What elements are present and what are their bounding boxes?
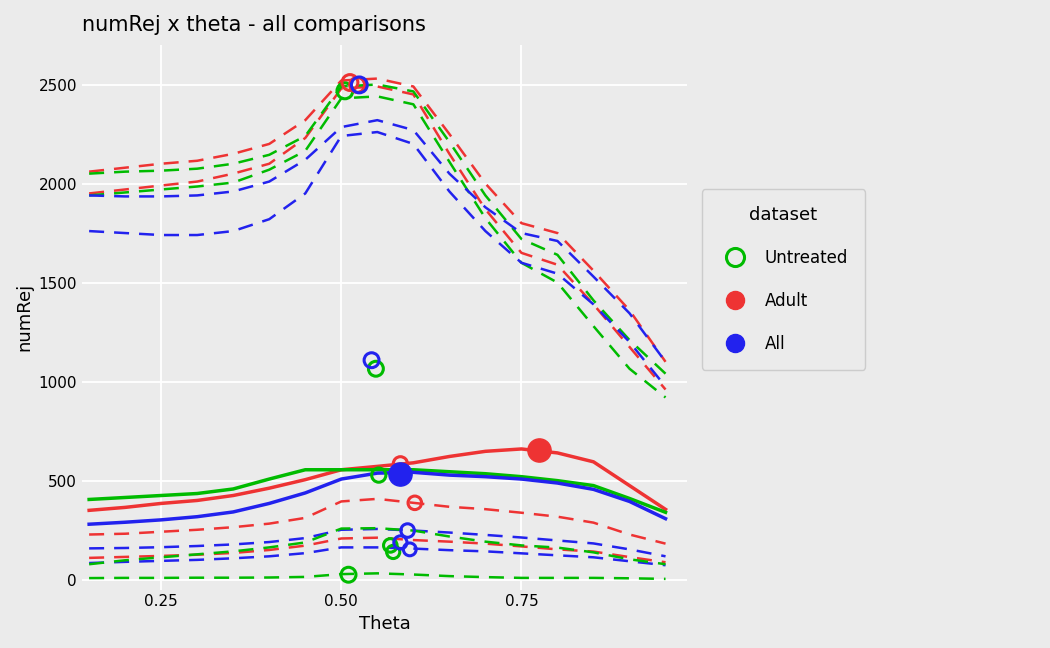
Legend: Untreated, Adult, All: Untreated, Adult, All — [701, 189, 865, 370]
Point — [392, 537, 408, 548]
X-axis label: Theta: Theta — [359, 615, 411, 633]
Point — [382, 540, 399, 551]
Point — [401, 544, 418, 555]
Point — [351, 80, 368, 90]
Point — [399, 526, 416, 536]
Point — [392, 468, 408, 478]
Point — [363, 355, 380, 365]
Point — [340, 570, 357, 580]
Point — [384, 547, 401, 557]
Point — [392, 459, 408, 469]
Point — [368, 364, 384, 374]
Y-axis label: numRej: numRej — [15, 283, 33, 351]
Point — [349, 80, 365, 90]
Point — [336, 86, 353, 96]
Point — [531, 445, 548, 455]
Point — [392, 469, 408, 480]
Point — [371, 470, 387, 480]
Point — [341, 77, 358, 87]
Point — [406, 498, 423, 508]
Text: numRej x theta - all comparisons: numRej x theta - all comparisons — [82, 15, 426, 35]
